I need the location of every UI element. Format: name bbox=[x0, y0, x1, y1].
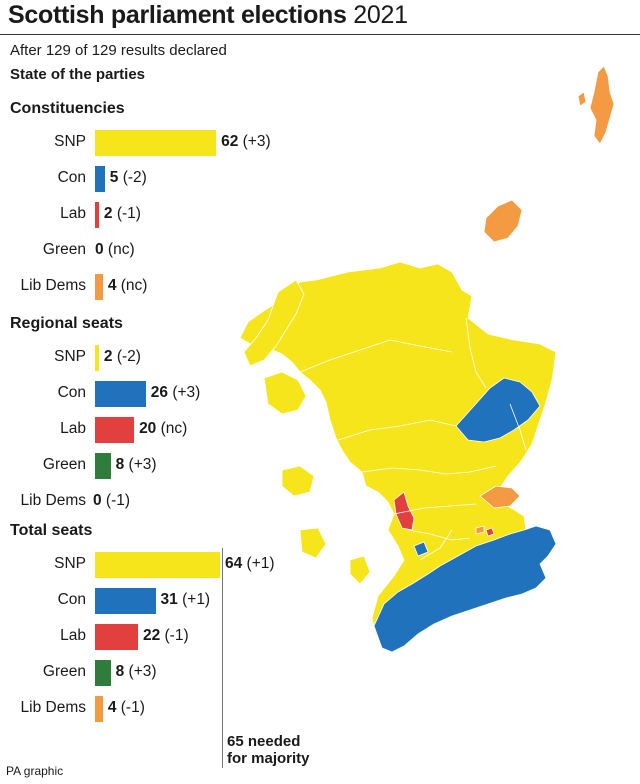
state-label: State of the parties bbox=[10, 66, 146, 83]
subtitle: After 129 of 129 results declared bbox=[10, 42, 227, 59]
map-boundary-2 bbox=[337, 419, 457, 441]
value-label-0-green: 0 (nc) bbox=[95, 241, 135, 258]
map-region-islay bbox=[299, 527, 327, 559]
category-label-1-con: Con bbox=[57, 384, 86, 401]
bar-1-green bbox=[95, 453, 111, 479]
map-boundary-1 bbox=[299, 339, 453, 373]
map-boundary-5 bbox=[393, 503, 477, 515]
category-label-1-lib-dems: Lib Dems bbox=[20, 492, 86, 509]
value-label-1-lab: 20 (nc) bbox=[139, 420, 188, 437]
category-label-1-green: Green bbox=[42, 456, 86, 473]
credit: PA graphic bbox=[6, 764, 64, 778]
scotland-map bbox=[239, 65, 615, 653]
map-region-lab-edinburgh bbox=[485, 527, 495, 537]
map-region-con-south bbox=[373, 525, 557, 653]
category-label-0-con: Con bbox=[57, 169, 86, 186]
map-region-skye bbox=[263, 371, 307, 415]
value-label-2-lab: 22 (-1) bbox=[142, 627, 189, 644]
majority-line bbox=[222, 548, 223, 768]
map-region-lab-dumbarton bbox=[393, 491, 415, 531]
title-year: 2021 bbox=[353, 1, 408, 29]
bar-1-con bbox=[95, 381, 146, 407]
map-boundary-3 bbox=[361, 465, 497, 475]
category-label-1-lab: Lab bbox=[60, 420, 86, 437]
value-label-0-lib-dems: 4 (nc) bbox=[107, 277, 148, 294]
map-region-libdem-fife bbox=[479, 485, 521, 509]
map-boundary-4 bbox=[465, 317, 487, 389]
map-boundary-7 bbox=[419, 529, 453, 561]
map-region-orkney bbox=[483, 199, 523, 243]
majority-label-line1: 65 needed bbox=[227, 733, 301, 750]
category-label-0-green: Green bbox=[42, 241, 86, 258]
bar-0-lab bbox=[95, 202, 99, 228]
value-label-1-con: 26 (+3) bbox=[150, 384, 201, 401]
value-label-2-green: 8 (+3) bbox=[115, 663, 157, 680]
bar-1-lab bbox=[95, 417, 135, 443]
map-boundary-6 bbox=[407, 529, 471, 541]
bar-2-lab bbox=[95, 624, 138, 650]
majority-label: 65 needed for majority bbox=[227, 733, 310, 767]
value-label-1-snp: 2 (-2) bbox=[103, 348, 141, 365]
map-region-hebrides bbox=[243, 279, 305, 367]
category-label-1-snp: SNP bbox=[54, 348, 86, 365]
title-bar: Scottish parliament elections 2021 bbox=[0, 0, 640, 35]
map-region-arran bbox=[349, 555, 371, 585]
category-label-2-lab: Lab bbox=[60, 627, 86, 644]
bar-0-lib-dems bbox=[95, 274, 103, 300]
map-boundary-8 bbox=[509, 403, 527, 451]
chart-title: Scottish parliament elections 2021 bbox=[8, 1, 408, 30]
value-label-1-green: 8 (+3) bbox=[115, 456, 157, 473]
map-region-mull bbox=[281, 465, 315, 497]
section-title-0: Constituencies bbox=[10, 100, 125, 117]
map-region-shetland bbox=[589, 65, 615, 145]
value-label-1-lib-dems: 0 (-1) bbox=[93, 492, 131, 509]
bar-2-con bbox=[95, 588, 156, 614]
category-label-2-con: Con bbox=[57, 591, 86, 608]
bar-2-green bbox=[95, 660, 111, 686]
category-label-2-lib-dems: Lib Dems bbox=[20, 699, 86, 716]
value-label-2-lib-dems: 4 (-1) bbox=[107, 699, 145, 716]
bar-2-lib-dems bbox=[95, 696, 103, 722]
section-title-1: Regional seats bbox=[10, 315, 123, 332]
map-region-con-aberdeenshire bbox=[455, 377, 541, 443]
section-title-2: Total seats bbox=[10, 522, 93, 539]
bar-0-snp bbox=[95, 130, 217, 156]
category-label-2-snp: SNP bbox=[54, 555, 86, 572]
bar-2-snp bbox=[95, 552, 220, 578]
bar-1-snp bbox=[95, 345, 99, 371]
value-label-0-con: 5 (-2) bbox=[109, 169, 147, 186]
category-label-2-green: Green bbox=[42, 663, 86, 680]
value-label-2-snp: 64 (+1) bbox=[225, 555, 275, 572]
bar-0-con bbox=[95, 166, 105, 192]
value-label-2-con: 31 (+1) bbox=[160, 591, 211, 608]
map-region-libdem-edinburgh bbox=[475, 525, 485, 535]
majority-label-line2: for majority bbox=[227, 750, 310, 767]
category-label-0-lab: Lab bbox=[60, 205, 86, 222]
category-label-0-lib-dems: Lib Dems bbox=[20, 277, 86, 294]
value-label-0-lab: 2 (-1) bbox=[103, 205, 141, 222]
value-label-0-snp: 62 (+3) bbox=[221, 133, 271, 150]
title-bold: Scottish parliament elections bbox=[8, 1, 347, 29]
map-region-shetland-islet bbox=[577, 91, 587, 107]
map-region-con-eastwood bbox=[413, 541, 429, 557]
category-label-0-snp: SNP bbox=[54, 133, 86, 150]
